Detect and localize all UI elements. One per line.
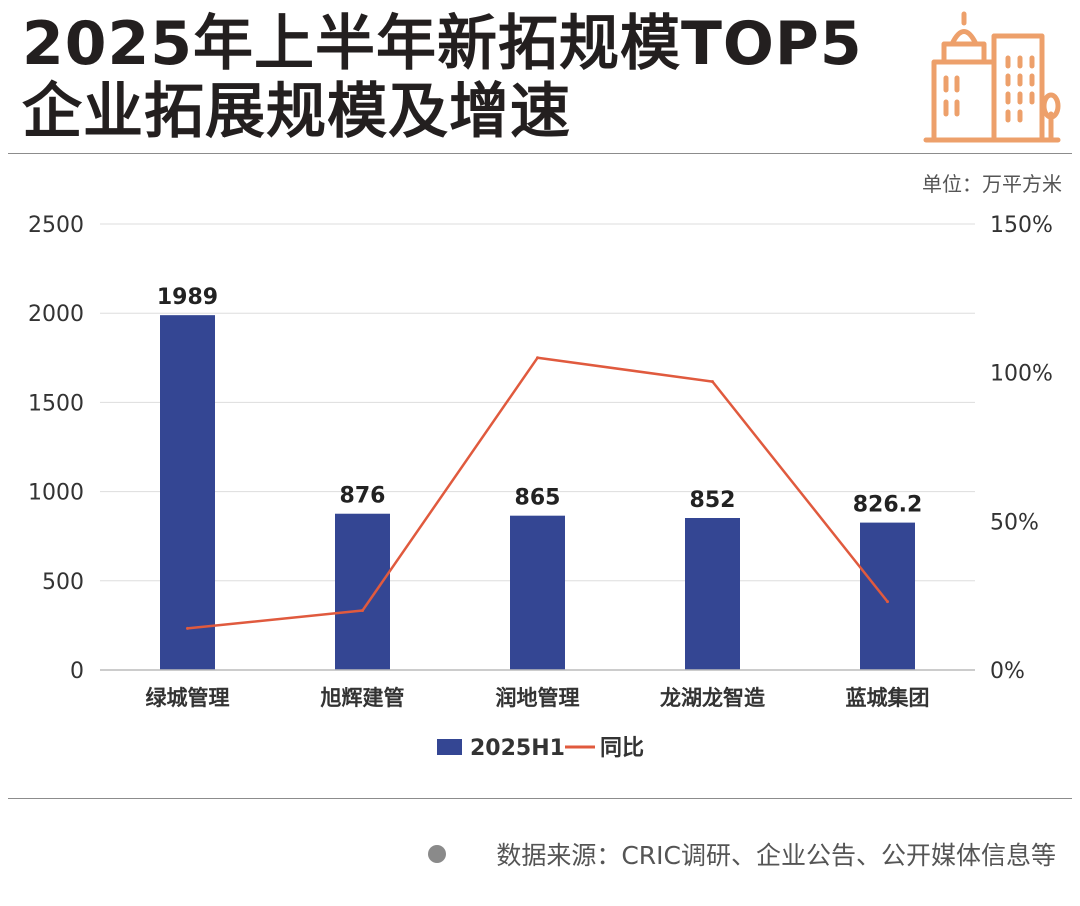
y-tick-label: 2000 — [28, 302, 84, 327]
y2-tick-label: 100% — [990, 362, 1053, 387]
y-tick-label: 500 — [42, 570, 84, 595]
header-divider — [8, 153, 1072, 154]
line-point — [711, 380, 714, 384]
legend-label-bar: 2025H1 — [470, 736, 565, 761]
page-title-line-2: 企业拓展规模及增速 — [22, 77, 571, 147]
bar — [685, 518, 740, 670]
bar — [160, 315, 215, 670]
y2-tick-label: 150% — [990, 213, 1053, 238]
x-tick-label: 旭辉建管 — [320, 686, 405, 710]
y-tick-label: 2500 — [28, 213, 84, 238]
line-point — [536, 356, 539, 360]
bar-value-label: 876 — [340, 484, 386, 509]
legend-label-line: 同比 — [600, 736, 644, 761]
line-point — [361, 609, 364, 613]
unit-label: 单位：万平方米 — [922, 172, 1062, 196]
x-tick-label: 绿城管理 — [146, 686, 230, 710]
bullet-dot — [428, 845, 447, 863]
bar — [860, 522, 915, 670]
bar — [335, 513, 390, 670]
source-text: 数据来源：CRIC调研、企业公告、公开媒体信息等 — [496, 841, 1056, 870]
footer-divider — [8, 798, 1072, 799]
y-tick-label: 0 — [70, 659, 84, 684]
line-point — [886, 600, 889, 604]
bar-value-label: 826.2 — [853, 493, 923, 518]
source-note: 数据来源：CRIC调研、企业公告、公开媒体信息等 — [428, 836, 1056, 872]
x-tick-label: 蓝城集团 — [846, 686, 930, 710]
y-tick-label: 1500 — [28, 391, 84, 416]
bar-value-label: 1989 — [157, 285, 218, 310]
city-buildings-icon — [923, 11, 1061, 143]
y2-tick-label: 0% — [990, 659, 1025, 684]
legend-swatch-bar — [437, 739, 462, 755]
line-series — [186, 356, 889, 630]
x-tick-label: 龙湖龙智造 — [660, 686, 766, 710]
y-tick-label: 1000 — [28, 481, 84, 506]
line-point — [186, 626, 189, 630]
page-title-line-1: 2025年上半年新拓规模TOP5 — [22, 9, 863, 79]
bar-value-label: 852 — [690, 488, 736, 513]
data-labels: 1989 876 865 852 826.2 — [157, 285, 922, 517]
bar-value-label: 865 — [515, 486, 561, 511]
bar — [510, 515, 565, 670]
x-tick-label: 润地管理 — [496, 686, 580, 710]
axes: 0 500 1000 1500 2000 2500 0% 50% 100% 150% 绿城管理 旭辉建… — [28, 213, 1053, 710]
bar-series — [160, 315, 915, 670]
y2-tick-label: 50% — [990, 510, 1039, 535]
chart-legend: 2025H1 同比 — [437, 736, 644, 761]
